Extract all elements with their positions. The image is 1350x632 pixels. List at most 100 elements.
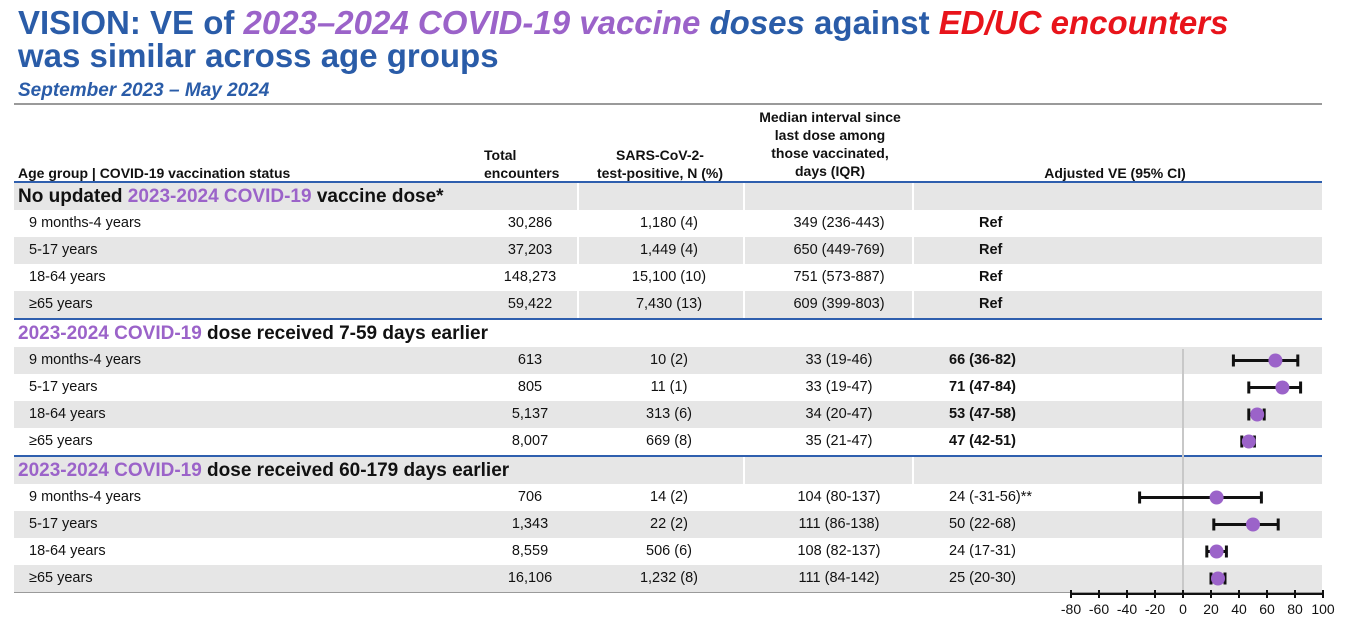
column-separator	[743, 457, 745, 484]
ve-cell: Ref	[979, 296, 1003, 312]
ve-point	[1209, 490, 1224, 505]
page-title: VISION: VE of 2023–2024 COVID-19 vaccine…	[18, 6, 1228, 72]
title-line-2: was similar across age groups	[18, 37, 499, 74]
section-title-pre: No updated	[18, 186, 128, 207]
ve-cell: 53 (47-58)	[949, 406, 1016, 422]
positive-cell: 11 (1)	[650, 379, 688, 395]
header-total: Total encounters	[484, 146, 559, 182]
ve-cell: 50 (22-68)	[949, 516, 1016, 532]
age-cell: 5-17 years	[29, 516, 98, 532]
age-cell: 9 months-4 years	[29, 352, 142, 368]
section-title: 2023-2024 COVID-19 dose received 7-59 da…	[18, 320, 488, 347]
ve-point	[1211, 571, 1225, 586]
title-part-4: against	[804, 4, 939, 41]
positive-cell: 10 (2)	[650, 352, 688, 368]
header-interval-line-4: days (IQR)	[794, 163, 865, 179]
positive-cell: 14 (2)	[650, 489, 688, 505]
ve-cell: 24 (-31-56)**	[949, 489, 1033, 505]
ve-point	[1275, 380, 1290, 395]
total-cell: 59,422	[507, 296, 553, 312]
interval-cell: 609 (399-803)	[793, 296, 885, 312]
column-separator	[577, 183, 579, 318]
section-title: No updated 2023-2024 COVID-19 vaccine do…	[18, 183, 444, 210]
age-cell: 9 months-4 years	[29, 215, 142, 231]
positive-cell: 7,430 (13)	[635, 296, 703, 312]
positive-cell: 22 (2)	[650, 516, 688, 532]
age-cell: 5-17 years	[29, 379, 98, 395]
age-cell: 9 months-4 years	[29, 489, 142, 505]
age-cell: 5-17 years	[29, 242, 98, 258]
section-title-vaccine: 2023-2024 COVID-19	[18, 460, 202, 481]
x-axis-tick-label: 40	[1231, 601, 1247, 617]
positive-cell: 1,449 (4)	[639, 242, 699, 258]
ve-cell: Ref	[979, 242, 1003, 258]
title-part-5: ED/UC encounters	[938, 4, 1229, 41]
x-axis-tick-label: 0	[1179, 601, 1187, 617]
ve-cell: 47 (42-51)	[949, 433, 1016, 449]
total-cell: 1,343	[511, 516, 549, 532]
total-cell: 805	[517, 379, 543, 395]
age-cell: ≥65 years	[29, 570, 93, 586]
interval-cell: 751 (573-887)	[793, 269, 885, 285]
section-title-vaccine: 2023-2024 COVID-19	[18, 323, 202, 344]
interval-cell: 111 (86-138)	[798, 516, 880, 532]
subtitle: September 2023 – May 2024	[18, 80, 270, 101]
section-header-no-updated-dose: No updated 2023-2024 COVID-19 vaccine do…	[14, 183, 1322, 210]
section-divider	[14, 455, 1322, 457]
x-axis-tick-label: 60	[1259, 601, 1275, 617]
section-divider	[14, 181, 1322, 183]
interval-cell: 33 (19-47)	[805, 379, 873, 395]
ve-cell: Ref	[979, 215, 1003, 231]
section-divider	[14, 318, 1322, 320]
bottom-divider	[14, 592, 1322, 593]
header-interval-line-3: those vaccinated,	[771, 145, 889, 161]
table-row: 18-64 years 8,559 506 (6) 108 (82-137) 2…	[14, 538, 1322, 565]
header-positive: SARS-CoV-2- test-positive, N (%)	[585, 146, 735, 182]
total-cell: 16,106	[507, 570, 553, 586]
age-cell: ≥65 years	[29, 433, 93, 449]
positive-cell: 1,232 (8)	[639, 570, 699, 586]
header-positive-line-1: SARS-CoV-2-	[616, 147, 704, 163]
x-axis-tick-label: 20	[1203, 601, 1219, 617]
table-row: 5-17 years 37,203 1,449 (4) 650 (449-769…	[14, 237, 1322, 264]
section-title-post: vaccine dose*	[311, 186, 444, 207]
ve-cell: 71 (47-84)	[949, 379, 1016, 395]
positive-cell: 15,100 (10)	[631, 269, 707, 285]
table-row: ≥65 years 59,422 7,430 (13) 609 (399-803…	[14, 291, 1322, 318]
ve-cell: 66 (36-82)	[949, 352, 1016, 368]
total-cell: 37,203	[507, 242, 553, 258]
x-axis-tick-label: 80	[1287, 601, 1303, 617]
ve-point	[1209, 544, 1224, 559]
table-row: 9 months-4 years 30,286 1,180 (4) 349 (2…	[14, 210, 1322, 237]
x-axis-tick-label: -80	[1061, 601, 1081, 617]
table-row: 5-17 years 1,343 22 (2) 111 (86-138) 50 …	[14, 511, 1322, 538]
header-interval: Median interval since last dose among th…	[740, 108, 920, 180]
positive-cell: 506 (6)	[646, 543, 692, 559]
column-separator	[743, 183, 745, 318]
header-total-line-1: Total	[484, 147, 517, 163]
section-title: 2023-2024 COVID-19 dose received 60-179 …	[18, 457, 509, 484]
ve-point	[1241, 434, 1256, 449]
table-row: 18-64 years 5,137 313 (6) 34 (20-47) 53 …	[14, 401, 1322, 428]
header-interval-line-1: Median interval since	[759, 109, 901, 125]
section-title-vaccine: 2023-2024 COVID-19	[127, 186, 312, 207]
table-row: ≥65 years 16,106 1,232 (8) 111 (84-142) …	[14, 565, 1322, 592]
ve-point	[1268, 353, 1283, 368]
age-cell: 18-64 years	[29, 269, 106, 285]
age-cell: 18-64 years	[29, 543, 106, 559]
positive-cell: 669 (8)	[646, 433, 692, 449]
header-age: Age group | COVID-19 vaccination status	[18, 165, 291, 181]
ve-cell: 24 (17-31)	[949, 543, 1016, 559]
table-row: 5-17 years 805 11 (1) 33 (19-47) 71 (47-…	[14, 374, 1322, 401]
header-total-line-2: encounters	[484, 165, 560, 181]
section-title-post: dose received 60-179 days earlier	[201, 460, 510, 481]
section-header-60-179-days: 2023-2024 COVID-19 dose received 60-179 …	[14, 457, 1322, 484]
interval-cell: 35 (21-47)	[805, 433, 873, 449]
interval-cell: 104 (80-137)	[797, 489, 881, 505]
total-cell: 5,137	[511, 406, 549, 422]
interval-cell: 34 (20-47)	[805, 406, 873, 422]
section-title-post: dose received 7-59 days earlier	[201, 323, 489, 344]
table-row: 9 months-4 years 613 10 (2) 33 (19-46) 6…	[14, 347, 1322, 374]
x-axis-tick-label: 100	[1311, 601, 1335, 617]
x-axis-tick-label: -60	[1089, 601, 1109, 617]
